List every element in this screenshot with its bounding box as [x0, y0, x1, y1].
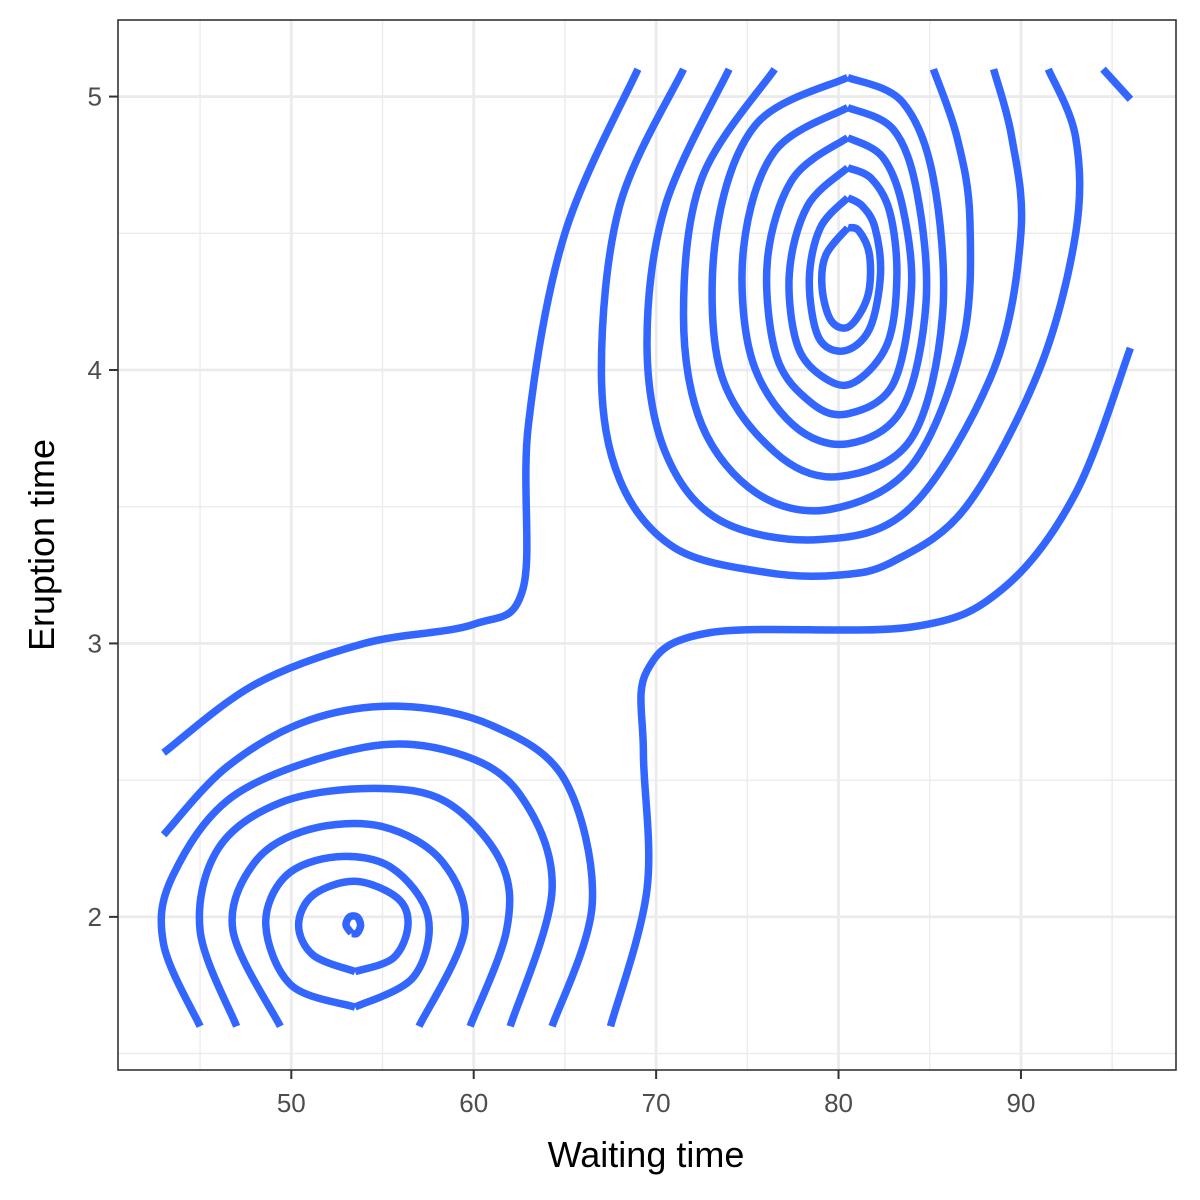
x-axis-title: Waiting time — [548, 1134, 745, 1175]
contour-upper-ring-1 — [708, 73, 948, 481]
contour-lower-arc-3 — [195, 784, 514, 1028]
contour-upper-ring-2 — [738, 104, 931, 449]
contour-upper-arc-3 — [679, 67, 975, 515]
x-tick-label: 70 — [642, 1088, 671, 1118]
x-axis-ticks: 50 60 70 80 90 — [277, 1070, 1035, 1118]
contour-lower-arc-1 — [160, 702, 597, 1028]
contour-upper-ring-3 — [762, 134, 916, 419]
contour-upper-ring-4 — [785, 164, 901, 390]
contour-outer-lower — [606, 346, 1134, 1028]
contour-lower-arc-2 — [157, 740, 556, 1028]
contour-lower-ring-2 — [294, 877, 412, 976]
y-tick-label: 2 — [88, 902, 102, 932]
contour-lower-ring-3 — [342, 912, 365, 938]
x-tick-label: 60 — [459, 1088, 488, 1118]
contour-upper-right-1 — [1100, 66, 1134, 102]
y-axis-title: Eruption time — [21, 439, 62, 651]
contour-lines — [157, 66, 1134, 1029]
contour-upper-arc-1 — [597, 67, 1084, 580]
contour-outer-upper — [161, 67, 642, 756]
panel-border — [117, 19, 1177, 1071]
contour-upper-ring-6 — [817, 223, 875, 332]
x-tick-label: 90 — [1006, 1088, 1035, 1118]
x-tick-label: 50 — [277, 1088, 306, 1118]
y-tick-label: 3 — [88, 628, 102, 658]
y-axis-ticks: 2 3 4 5 — [88, 82, 118, 932]
contour-lower-arc-4 — [228, 819, 470, 1029]
y-tick-label: 5 — [88, 82, 102, 112]
contour-upper-arc-2 — [643, 67, 1026, 544]
y-tick-label: 4 — [88, 355, 102, 385]
x-tick-label: 80 — [824, 1088, 853, 1118]
contour-lower-ring-1 — [262, 852, 433, 1011]
contour-upper-ring-5 — [805, 194, 885, 355]
